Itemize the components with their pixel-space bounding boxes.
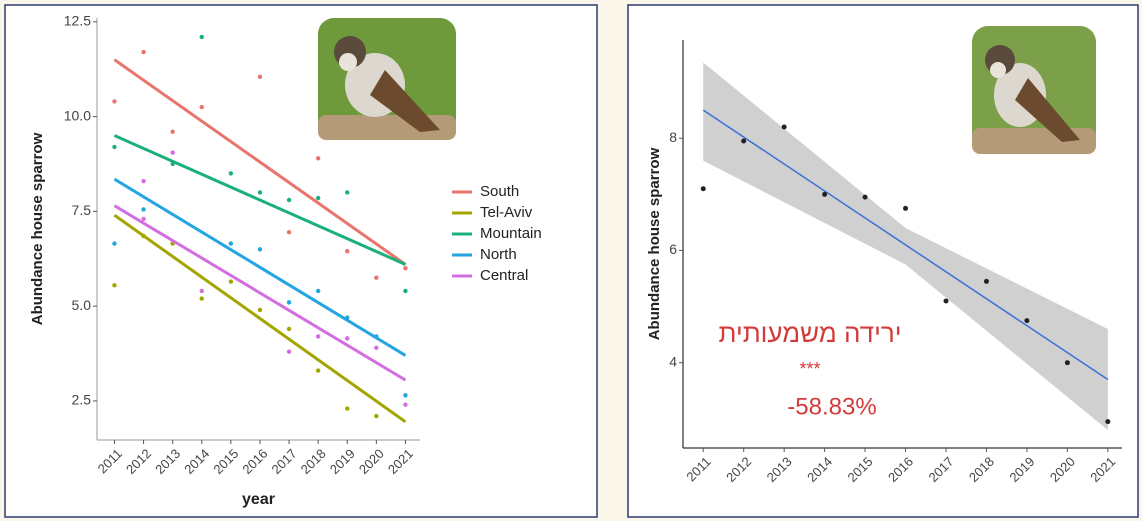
point: [257, 190, 263, 195]
point: [112, 283, 117, 288]
legend-label: Tel-Aviv: [480, 204, 533, 221]
y-tick-label: 10.0: [64, 107, 91, 123]
point: [345, 406, 350, 411]
point: [315, 368, 321, 373]
bird-cheek: [990, 62, 1006, 78]
bird-wing: [1015, 78, 1080, 142]
point: [286, 300, 292, 305]
point: [1024, 318, 1030, 324]
point: [374, 345, 379, 351]
point: [943, 298, 949, 304]
point: [199, 296, 204, 301]
legend-label: Central: [480, 267, 528, 284]
trend-line: [113, 134, 407, 266]
point: [141, 216, 146, 222]
point: [286, 197, 292, 203]
annotation: ***: [799, 359, 820, 379]
point: [199, 34, 204, 40]
bird-photo: [972, 26, 1096, 154]
legend-label: North: [480, 246, 517, 263]
point: [781, 124, 787, 130]
x-axis-label: year: [242, 491, 275, 508]
trend-line: [113, 213, 407, 424]
point: [228, 171, 234, 176]
bird-wing: [370, 70, 440, 132]
point: [228, 279, 234, 284]
point: [257, 307, 263, 313]
bird-photo: [318, 18, 456, 140]
point: [374, 275, 379, 280]
point: [1105, 419, 1111, 425]
y-tick-label: 2.5: [72, 392, 92, 408]
point: [170, 150, 175, 155]
point: [141, 49, 146, 55]
point: [315, 156, 321, 161]
point: [286, 326, 292, 332]
point: [862, 194, 868, 200]
y-tick-label: 8: [669, 129, 677, 145]
point: [315, 195, 321, 201]
point: [112, 99, 117, 104]
annotation: -58.83%: [787, 393, 876, 420]
y-axis-label: Abundance house sparrow: [646, 147, 663, 340]
point: [199, 104, 204, 110]
point: [112, 241, 117, 246]
point: [257, 74, 263, 79]
point: [315, 288, 321, 294]
confidence-band: [703, 62, 1108, 431]
y-tick-label: 7.5: [72, 202, 92, 218]
bird-cheek: [339, 53, 357, 71]
point: [345, 336, 350, 341]
point: [403, 402, 408, 407]
point: [700, 186, 706, 192]
point: [983, 278, 989, 284]
point: [315, 334, 321, 339]
annotation: ירידה משמעותית: [719, 318, 902, 348]
point: [1064, 360, 1070, 366]
y-tick-label: 4: [669, 353, 677, 369]
point: [403, 288, 408, 294]
point: [199, 288, 204, 294]
y-tick-label: 6: [669, 241, 677, 257]
point: [345, 248, 350, 254]
point: [822, 191, 828, 197]
point: [170, 129, 175, 134]
trend-line: [113, 204, 407, 382]
point: [112, 144, 117, 150]
point: [141, 207, 146, 212]
point: [903, 205, 909, 211]
trend-line: [113, 58, 407, 266]
y-tick-label: 12.5: [64, 12, 91, 28]
legend-label: Mountain: [480, 225, 542, 242]
panel: [4, 4, 598, 518]
point: [286, 349, 292, 354]
point: [257, 247, 263, 252]
point: [286, 230, 292, 235]
y-axis-label: Abundance house sparrow: [29, 132, 46, 325]
point: [403, 266, 408, 271]
photo-perch: [972, 128, 1096, 154]
point: [345, 190, 350, 195]
point: [374, 413, 379, 419]
trend-line: [113, 177, 407, 357]
point: [228, 241, 234, 246]
trend-line: [702, 109, 1109, 381]
point: [741, 138, 747, 144]
y-tick-label: 5.0: [72, 297, 92, 313]
point: [141, 178, 146, 184]
legend-label: South: [480, 183, 519, 200]
point: [403, 393, 408, 398]
